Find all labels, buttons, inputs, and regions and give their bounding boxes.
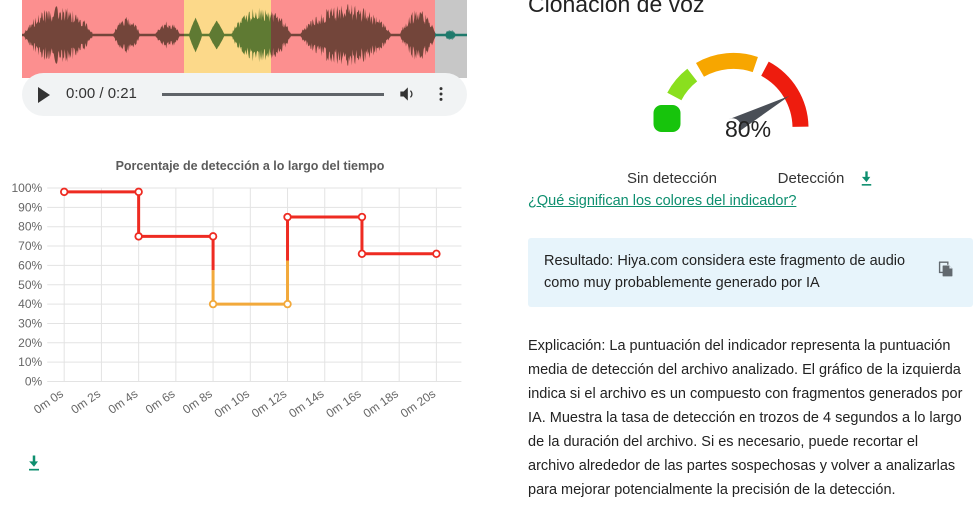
svg-text:10%: 10% bbox=[18, 355, 42, 369]
svg-text:40%: 40% bbox=[18, 297, 42, 311]
svg-text:0m 18s: 0m 18s bbox=[361, 386, 401, 420]
svg-text:0m 10s: 0m 10s bbox=[212, 386, 252, 420]
svg-text:20%: 20% bbox=[18, 336, 42, 350]
svg-text:60%: 60% bbox=[18, 258, 42, 272]
svg-text:0%: 0% bbox=[25, 375, 43, 389]
svg-text:0m 14s: 0m 14s bbox=[286, 386, 326, 420]
svg-text:0m 16s: 0m 16s bbox=[323, 386, 363, 420]
svg-text:0m 6s: 0m 6s bbox=[143, 386, 178, 416]
svg-text:0m 2s: 0m 2s bbox=[68, 386, 103, 416]
svg-text:0m 12s: 0m 12s bbox=[249, 386, 289, 420]
svg-text:30%: 30% bbox=[18, 316, 42, 330]
svg-text:70%: 70% bbox=[18, 239, 42, 253]
svg-text:100%: 100% bbox=[11, 181, 42, 195]
svg-text:0m 8s: 0m 8s bbox=[180, 386, 215, 416]
svg-text:0m 0s: 0m 0s bbox=[31, 386, 66, 416]
svg-text:80%: 80% bbox=[18, 220, 42, 234]
svg-text:0m 4s: 0m 4s bbox=[106, 386, 141, 416]
svg-text:50%: 50% bbox=[18, 278, 42, 292]
svg-text:0m 20s: 0m 20s bbox=[398, 386, 438, 420]
svg-text:90%: 90% bbox=[18, 200, 42, 214]
